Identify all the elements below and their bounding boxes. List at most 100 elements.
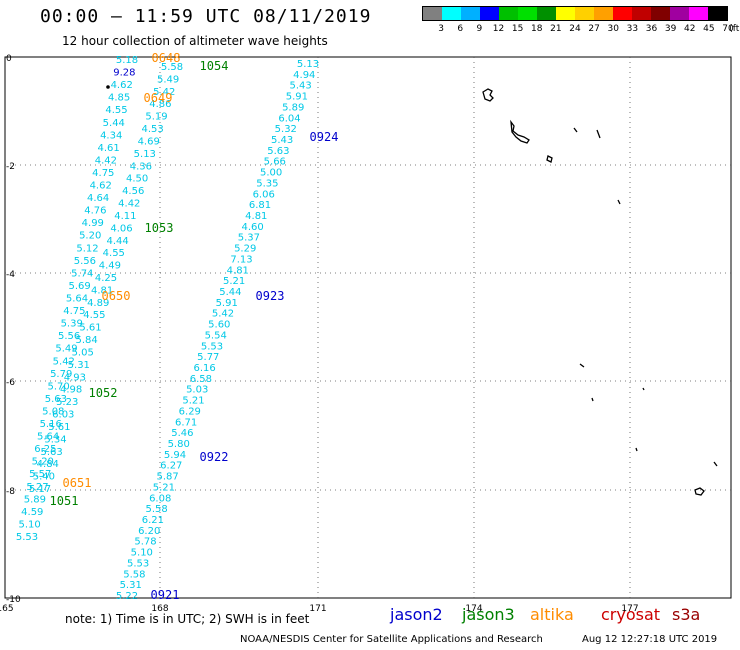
color-scale-tick: 21 [550,24,562,34]
wave-height-value: 5.42 [212,309,234,320]
color-swatch [556,7,575,20]
wave-height-value: 5.89 [282,102,304,113]
legend-s3a: s3a [672,605,701,624]
wave-height-value: 5.44 [219,287,241,298]
map-frame [4,56,732,599]
color-scale-tick: 6 [457,24,464,34]
color-scale-tick: 70 [722,24,734,34]
wave-height-value: 5.17 [29,484,51,495]
color-scale-bar [422,6,728,21]
wave-height-value: 7.13 [230,254,252,265]
color-swatch [499,7,518,20]
color-swatch [613,7,632,20]
wave-height-value: 5.79 [50,369,72,380]
wave-height-value: 4.81 [91,285,113,296]
wave-height-value: 5.53 [127,558,149,569]
wave-height-value: 4.42 [95,155,117,166]
color-swatch [689,7,708,20]
wave-height-value: 5.44 [103,118,125,129]
wave-height-value: 5.13 [134,149,156,160]
color-swatch [518,7,537,20]
wave-height-value: 5.21 [223,276,245,287]
island-outlines [482,88,718,496]
wave-height-value: 5.23 [56,397,78,408]
wave-height-value: 5.94 [164,450,186,461]
wave-height-value: 4.81 [245,211,267,222]
lon-label: 165 [0,604,14,614]
wave-height-value: 4.53 [141,124,163,135]
wave-height-value: 6.04 [278,113,300,124]
color-swatch [423,7,442,20]
wave-height-value: 4.75 [92,168,114,179]
wave-height-value: 4.11 [114,211,136,222]
wave-height-value: 6.81 [249,200,271,211]
page-subtitle: 12 hour collection of altimeter wave hei… [62,34,328,48]
wave-height-value: 4.76 [84,206,106,217]
color-scale-tick: 3 [438,24,444,34]
island-outline [579,363,645,452]
wave-height-value: 6.58 [190,374,212,385]
map-axes: 0 -2 -4 -6 -8 -10165 168 171 174 177 [0,54,639,614]
island-outline [546,127,621,205]
wave-height-value: 6.21 [142,515,164,526]
pass-time-label: 0650 [102,289,131,303]
wave-height-value: 6.08 [149,493,171,504]
wave-height-value: 5.10 [131,548,153,559]
wave-height-value: 4.62 [90,181,112,192]
wave-height-value: 4.55 [103,248,125,259]
lat-label: -8 [6,487,15,497]
lat-label: -2 [6,162,15,172]
wave-height-value: 5.27 [26,482,48,493]
wave-height-value: 5.46 [171,428,193,439]
wave-height-value: 5.60 [208,320,230,331]
wave-height-value: 5.35 [256,178,278,189]
wave-height-value: 4.06 [110,223,132,234]
wave-height-value: 4.86 [149,99,171,110]
wave-height-value: 5.63 [267,146,289,157]
color-scale-tick: 9 [476,24,483,34]
wave-height-value: 4.55 [105,105,127,116]
color-swatch [575,7,594,20]
wave-height-value: 5.22 [116,591,138,602]
wave-height-value: 5.40 [33,472,55,483]
wave-height-value: 4.34 [100,130,122,141]
wave-height-value: 4.84 [37,459,59,470]
color-scale-tick: 12 [492,24,505,34]
color-swatch [442,7,461,20]
island-outline [482,88,494,102]
lon-label: 177 [621,604,638,614]
color-swatch [670,7,689,20]
wave-height-value: 5.91 [286,92,308,103]
wave-height-value: 5.57 [29,469,51,480]
color-scale-tick: 39 [664,24,677,34]
legend-cryosat: cryosat [601,605,661,624]
island-outline [510,119,530,144]
wave-height-value: 5.63 [40,447,62,458]
wave-height-value: 5.58 [145,504,167,515]
color-scale-tick: (ft) [729,24,740,34]
legend-jason2: jason2 [390,605,443,624]
wave-height-value: 4.85 [108,93,130,104]
wave-height-value: 4.93 [64,372,86,383]
credit-line: NOAA/NESDIS Center for Satellite Applica… [240,634,543,645]
wave-height-value: 5.20 [32,457,54,468]
color-swatch [594,7,613,20]
lon-label: 168 [151,604,168,614]
color-scale-tick: 18 [531,24,543,34]
wave-height-value: 6.71 [175,417,197,428]
wave-height-value: 5.54 [205,330,227,341]
island-outline [694,461,718,496]
wave-height-value: 5.84 [75,335,97,346]
wave-height-value: 5.49 [55,344,77,355]
wave-height-value: 5.69 [68,281,90,292]
wave-height-value: 4.42 [118,199,140,210]
island-dot [106,85,110,89]
wave-height-value: 5.29 [234,244,256,255]
wave-height-value: 4.99 [82,218,104,229]
wave-height-value: 5.58 [123,569,145,580]
wave-height-value: 5.34 [44,434,66,445]
lat-label: 0 [6,54,12,64]
pass-time-label: 0651 [63,476,92,490]
